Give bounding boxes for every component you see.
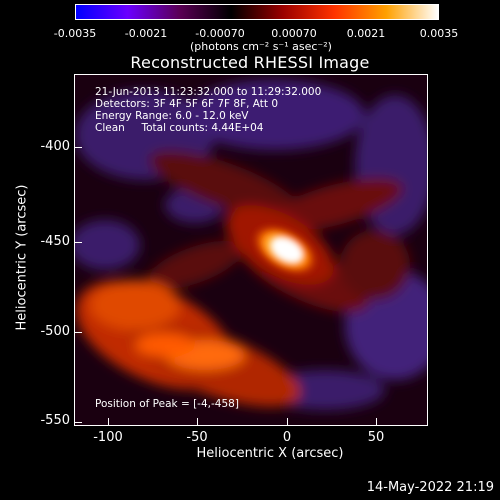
overlay-energy-range: Energy Range: 6.0 - 12.0 keV xyxy=(95,110,249,122)
colorbar xyxy=(75,4,439,20)
colorbar-tick: 0.0021 xyxy=(346,27,386,40)
y-tick-mark xyxy=(74,332,82,333)
x-tick-mark xyxy=(376,418,377,426)
timestamp: 14-May-2022 21:19 xyxy=(366,480,494,495)
rhessi-image: 21-Jun-2013 11:23:32.000 to 11:29:32.000… xyxy=(74,74,428,426)
colorbar-tick: 0.00070 xyxy=(271,27,317,40)
colorbar-tick: -0.0021 xyxy=(124,27,168,40)
x-axis-label: Heliocentric X (arcsec) xyxy=(196,446,344,461)
overlay-counts: Clean Total counts: 4.44E+04 xyxy=(95,122,264,134)
x-tick-mark xyxy=(197,418,198,426)
colorbar-tick: 0.0035 xyxy=(419,27,459,40)
y-tick-label: -500 xyxy=(40,324,70,339)
x-tick-mark xyxy=(108,418,109,426)
y-tick-label: -400 xyxy=(40,139,70,154)
overlay-time-range: 21-Jun-2013 11:23:32.000 to 11:29:32.000 xyxy=(95,86,322,98)
image-heatmap xyxy=(75,75,427,425)
x-tick-mark xyxy=(287,418,288,426)
colorbar-tick: -0.0035 xyxy=(53,27,97,40)
y-tick-label: -550 xyxy=(40,413,70,428)
overlay-detectors: Detectors: 3F 4F 5F 6F 7F 8F, Att 0 xyxy=(95,98,279,110)
y-tick-mark xyxy=(74,422,82,423)
plot-title: Reconstructed RHESSI Image xyxy=(130,53,370,72)
y-tick-mark xyxy=(74,147,82,148)
overlay-peak-position: Position of Peak = [-4,-458] xyxy=(95,398,239,410)
colorbar-tick: -0.00070 xyxy=(195,27,245,40)
y-axis-label: Heliocentric Y (arcsec) xyxy=(14,184,30,331)
y-tick-mark xyxy=(74,242,82,243)
colorbar-units: (photons cm⁻² s⁻¹ asec⁻²) xyxy=(190,40,332,53)
y-tick-label: -450 xyxy=(40,234,70,249)
x-tick-label: 0 xyxy=(282,430,292,445)
x-tick-label: 50 xyxy=(367,430,385,445)
x-tick-label: -100 xyxy=(93,430,123,445)
x-tick-label: -50 xyxy=(186,430,208,445)
